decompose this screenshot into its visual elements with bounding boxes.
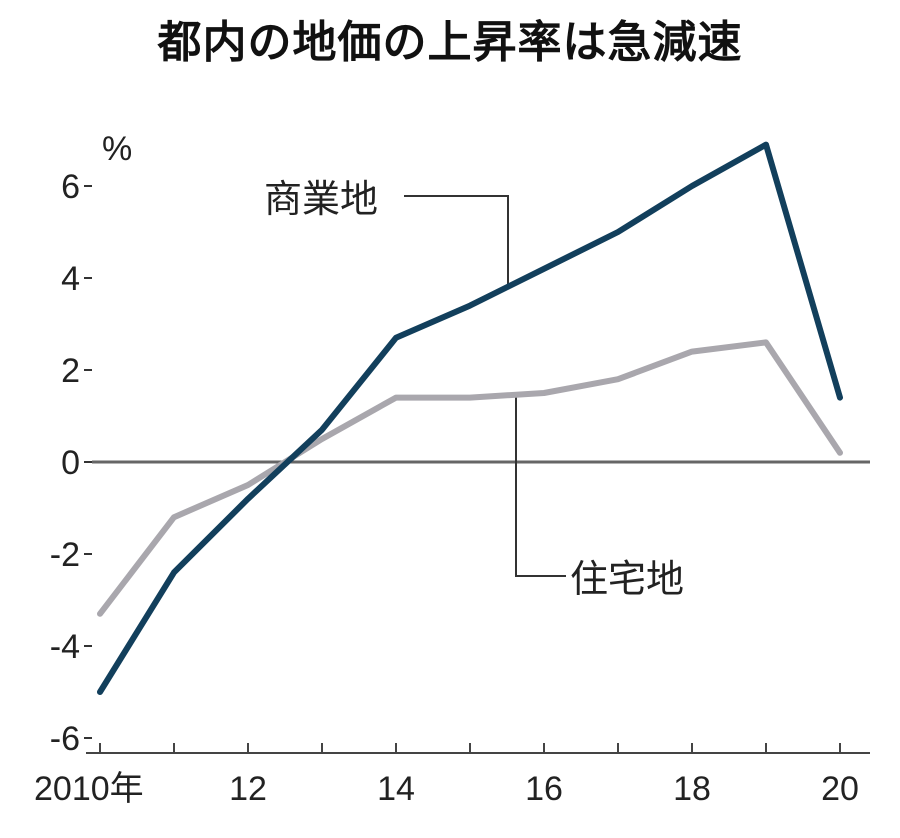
y-tick-label: 0 [61,444,80,482]
y-tick-label: -6 [50,720,80,758]
x-tick-label: 18 [673,770,711,808]
series-label-residential: 住宅地 [570,557,684,601]
x-tick-label: 20 [821,770,859,808]
series-line-commercial [97,141,843,695]
series-label-commercial: 商業地 [264,177,378,221]
y-tick-label: -4 [50,628,80,666]
y-tick-label: 4 [61,260,80,298]
chart-title: 都内の地価の上昇率は急減速 [157,17,743,68]
x-tick-label: 2010年 [34,770,144,808]
x-tick-label: 12 [229,770,267,808]
residential-leader-line [515,395,566,577]
y-tick-label: 6 [61,168,80,206]
series-line-residential [97,339,843,617]
x-tick-label: 14 [377,770,415,808]
commercial-leader-line [404,195,509,285]
y-tick-label: -2 [50,536,80,574]
y-axis-unit: % [102,130,132,168]
y-tick-label: 2 [61,352,80,390]
x-tick-label: 16 [525,770,563,808]
